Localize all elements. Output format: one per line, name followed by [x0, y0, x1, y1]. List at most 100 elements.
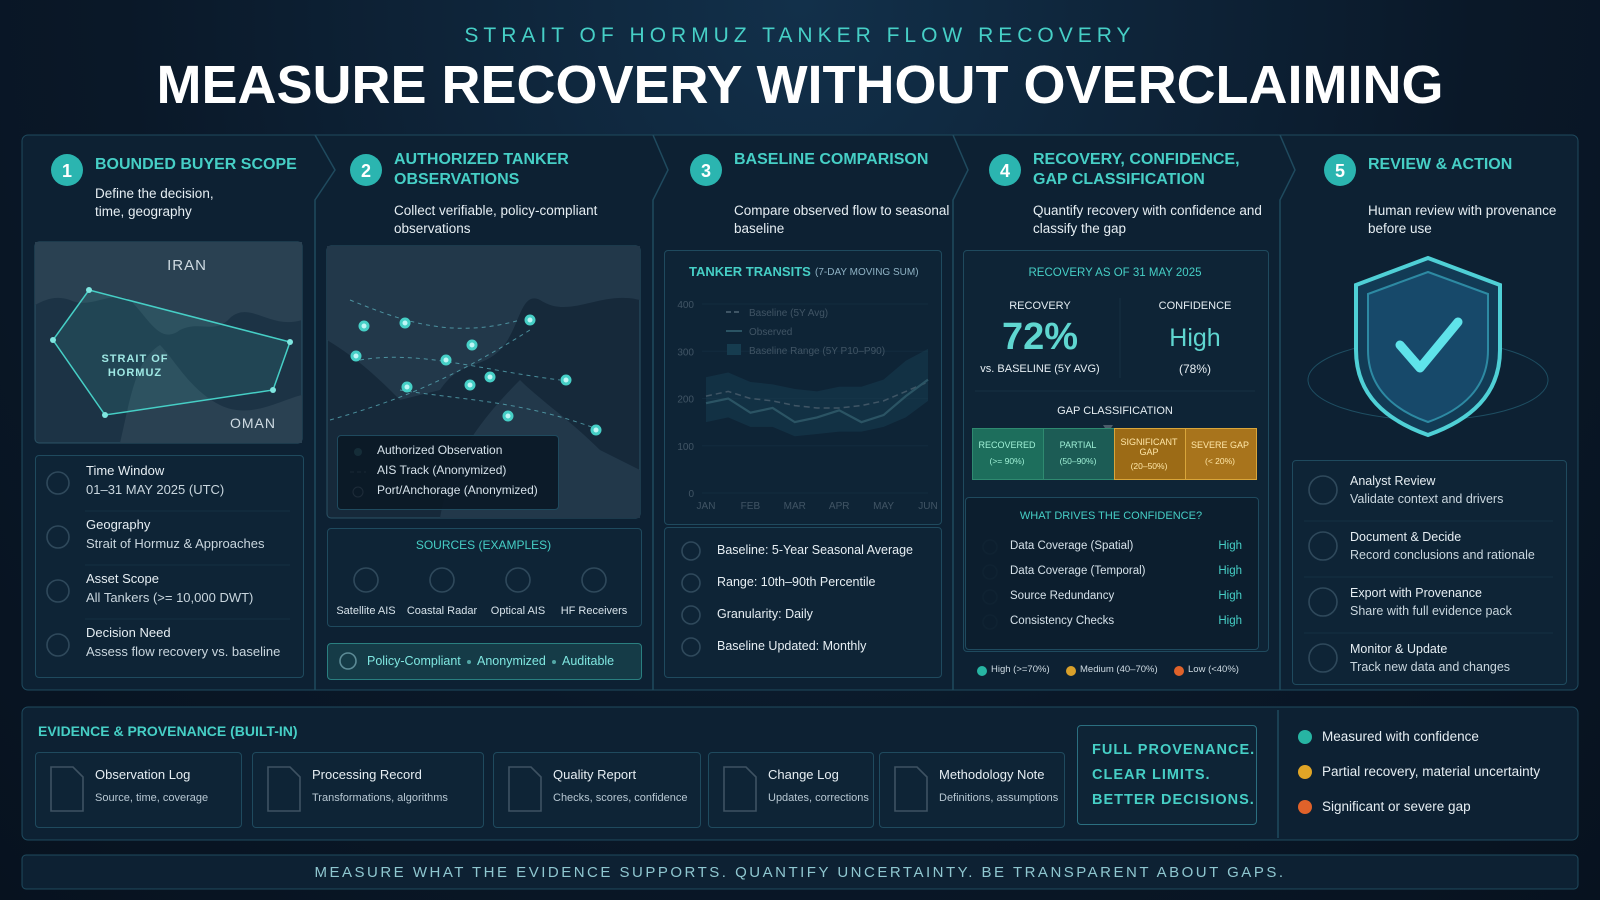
ais-tracks [329, 299, 601, 431]
doc-title: Change Log [768, 767, 839, 782]
baseline-note: Baseline Updated: Monthly [717, 639, 867, 653]
gap-range: (50–90%) [1059, 456, 1097, 466]
gap-label: SEVERE GAP [1190, 440, 1250, 450]
legend-text: Port/Anchorage (Anonymized) [377, 483, 538, 497]
doc-desc: Source, time, coverage [95, 792, 209, 804]
legend-dot [1066, 666, 1076, 676]
doc-desc: Checks, scores, confidence [553, 792, 688, 804]
step-title: BOUNDED BUYER SCOPE [95, 156, 297, 173]
review-desc: Share with full evidence pack [1350, 604, 1512, 618]
drivers-box [965, 497, 1259, 650]
scope-label: Time Window [86, 463, 165, 478]
doc-card [708, 752, 874, 828]
step-title: RECOVERY, CONFIDENCE, GAP CLASSIFICATION [1033, 151, 1240, 188]
map-label: OMAN [230, 415, 276, 431]
driver-level: High [1218, 590, 1242, 602]
source-label: Coastal Radar [406, 605, 478, 617]
driver-label: Consistency Checks [1010, 615, 1115, 627]
step-title: BASELINE COMPARISON [734, 151, 929, 168]
legend-dot [1298, 800, 1312, 814]
baseline-note: Range: 10th–90th Percentile [717, 575, 876, 589]
scope-polygon [52, 289, 291, 416]
confidence-label: CONFIDENCE [1158, 300, 1232, 312]
legend-text: Significant or severe gap [1322, 799, 1471, 814]
badge-text: Policy-Compliant [367, 654, 461, 668]
doc-desc: Definitions, assumptions [939, 792, 1059, 804]
legend-dot [977, 666, 987, 676]
step-badge [1324, 154, 1356, 186]
chart-title: TANKER TRANSITS [689, 264, 811, 279]
title: MEASURE RECOVERY WITHOUT OVERCLAIMING [156, 55, 1444, 115]
badge-box [327, 643, 642, 680]
baseline-note: Granularity: Daily [717, 607, 813, 621]
step-badge [989, 154, 1021, 186]
review-desc: Record conclusions and rationale [1350, 548, 1535, 562]
legend-dot [1174, 666, 1184, 676]
callout-box [1077, 725, 1257, 825]
step-badge [51, 154, 83, 186]
step-badge [690, 154, 722, 186]
callout-line: FULL PROVENANCE. [1092, 742, 1256, 758]
driver-level: High [1218, 540, 1242, 552]
scope-value: Assess flow recovery vs. baseline [86, 644, 281, 659]
source-label: HF Receivers [560, 605, 628, 617]
driver-label: Data Coverage (Spatial) [1010, 540, 1134, 552]
doc-card [35, 752, 242, 828]
gap-label: PARTIAL [1059, 440, 1097, 450]
scope-value: All Tankers (>= 10,000 DWT) [86, 590, 254, 605]
badge-check [339, 652, 357, 670]
chart-subtitle: (7-DAY MOVING SUM) [815, 267, 919, 278]
doc-card [252, 752, 484, 828]
step-number: 5 [1335, 161, 1345, 181]
doc-card [879, 752, 1065, 828]
gap-range: (20–50%) [1130, 461, 1168, 471]
gap-range: (< 20%) [1205, 456, 1235, 466]
recovery-label: RECOVERY [1009, 300, 1071, 312]
badge-text: Auditable [562, 654, 615, 668]
review-title: Export with Provenance [1350, 586, 1483, 600]
driver-level: High [1218, 565, 1242, 577]
legend-dot [1298, 765, 1312, 779]
badge-separator [552, 660, 556, 664]
gap-cell [1114, 428, 1186, 480]
badge-text: Anonymized [477, 654, 546, 668]
evidence-title: EVIDENCE & PROVENANCE (BUILT-IN) [38, 723, 298, 739]
doc-title: Quality Report [553, 767, 637, 782]
baseline-note: Baseline: 5-Year Seasonal Average [717, 543, 913, 557]
review-title: Analyst Review [1350, 474, 1436, 488]
step-number: 3 [701, 161, 711, 181]
step-subtitle: Collect verifiable, policy-compliant obs… [394, 203, 598, 236]
scope-label: Geography [86, 517, 151, 532]
doc-desc: Updates, corrections [768, 792, 869, 804]
source-label: Satellite AIS [336, 605, 396, 617]
map-label: STRAIT OF HORMUZ [101, 353, 169, 380]
doc-title: Methodology Note [939, 767, 1045, 782]
footer-text: MEASURE WHAT THE EVIDENCE SUPPORTS. QUAN… [314, 864, 1286, 881]
legend-text: Low (<40%) [1188, 664, 1239, 675]
legend-box [337, 435, 559, 510]
kicker: STRAIT OF HORMUZ TANKER FLOW RECOVERY [464, 24, 1136, 47]
review-desc: Validate context and drivers [1350, 492, 1504, 506]
observation-points [350, 314, 602, 436]
driver-label: Source Redundancy [1010, 590, 1115, 602]
footer-bar [21, 854, 1579, 890]
review-title: Monitor & Update [1350, 642, 1448, 656]
legend-text: AIS Track (Anonymized) [377, 463, 507, 477]
legend-text: Authorized Observation [377, 443, 503, 457]
scope-label: Decision Need [86, 625, 171, 640]
review-title: Document & Decide [1350, 530, 1462, 544]
legend-text: Partial recovery, material uncertainty [1322, 764, 1541, 779]
scope-label: Asset Scope [86, 571, 159, 586]
scope-vertices [50, 287, 293, 418]
chart-box [664, 250, 942, 525]
step-subtitle: Human review with provenance before use [1368, 203, 1557, 236]
callout-line: BETTER DECISIONS. [1092, 792, 1255, 808]
scope-value: Strait of Hormuz & Approaches [86, 536, 265, 551]
legend-dot [1298, 730, 1312, 744]
land-oman [120, 345, 302, 443]
column-dividers [314, 134, 1296, 838]
doc-title: Observation Log [95, 767, 191, 782]
legend-text: Medium (40–70%) [1080, 664, 1158, 675]
confidence-note: (78%) [1178, 362, 1211, 376]
